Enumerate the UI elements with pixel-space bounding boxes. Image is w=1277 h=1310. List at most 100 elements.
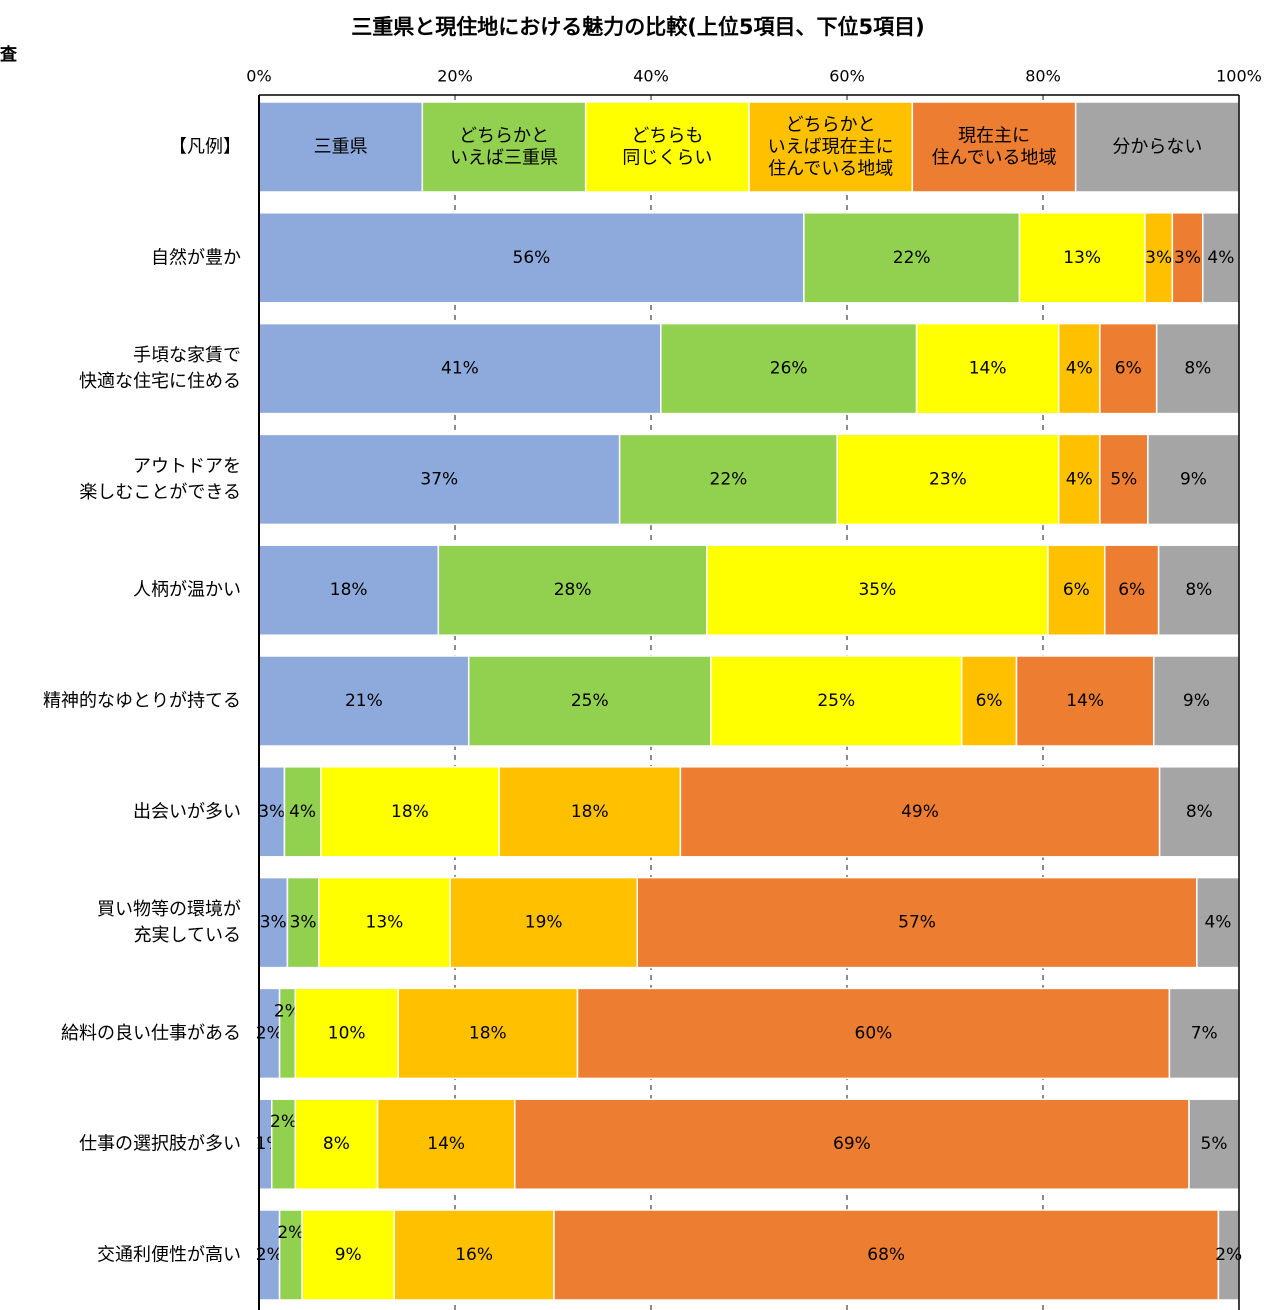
data-label: 22% [893,248,931,268]
data-label: 18% [391,802,429,822]
bar-segment [1158,766,1240,858]
bar-segment [1201,212,1240,304]
data-label: 60% [855,1023,893,1043]
data-label: 5% [1201,1134,1228,1154]
bar-segment [1018,212,1146,304]
bar-segment [294,1098,379,1190]
bar-segment [514,1098,1190,1190]
bar-segment [1171,212,1204,304]
data-label: 14% [1066,691,1104,711]
bar-segment [915,322,1060,415]
bar-segment [376,1098,516,1190]
bar-segment [1155,322,1240,415]
bar-segment [258,766,286,858]
category-label: 楽しむことができる [79,482,241,503]
data-label: 6% [1063,580,1090,600]
bar-segment [960,655,1018,747]
data-label: 68% [867,1245,905,1265]
category-label: 交通利便性が高い [97,1245,241,1266]
data-label: 4% [1066,469,1093,489]
bar-segment [803,212,1021,304]
data-label: 49% [901,802,939,822]
chart-title: 三重県と現住地における魅力の比較(上位5項目、下位5項目) [351,15,924,39]
bar-segment [1188,1098,1240,1190]
category-label: 仕事の選択肢が多い [79,1134,241,1155]
data-label: 2% [256,1023,283,1043]
data-label: 6% [1118,580,1145,600]
bar-segment [1099,322,1158,415]
legend-label: どちらかと [459,126,549,147]
bar-segment [1057,322,1101,415]
bar-segment [660,322,918,415]
data-label: 8% [1186,802,1213,822]
bar-segment [393,1209,555,1301]
bar-segment [449,876,639,969]
x-tick-label: 100% [1216,67,1262,86]
data-label: 4% [1207,248,1234,268]
data-label: 10% [328,1023,366,1043]
bar-segment [1015,655,1155,747]
data-label: 28% [554,580,592,600]
bar-segment [294,987,399,1080]
data-label: 41% [441,359,479,379]
legend-label: 住んでいる地域 [768,159,893,180]
bar-segment [258,433,621,526]
bar-segment [258,322,662,415]
legend-swatch [911,101,1077,193]
bar-segment [437,544,708,636]
bar-segment [301,1209,395,1301]
data-label: 19% [525,913,563,933]
data-label: 57% [898,913,936,933]
category-label: 充実している [134,925,241,946]
data-label: 4% [1204,913,1231,933]
legend-label: いえば三重県 [450,148,558,169]
category-label: アウトドアを [133,456,241,477]
bar-segment [1168,987,1240,1080]
legend-swatch [258,101,424,193]
data-label: 14% [427,1134,465,1154]
data-label: 4% [1066,359,1093,379]
data-label: 13% [1063,248,1101,268]
x-tick-label: 80% [1025,67,1061,86]
category-label: 精神的なゆとりが持てる [43,691,241,712]
legend-label: どちらも [631,126,703,147]
legend-swatch [421,101,587,193]
bar-segment [553,1209,1220,1301]
data-label: 2% [1215,1245,1242,1265]
bar-segment [397,987,579,1080]
data-label: 13% [366,913,404,933]
data-label: 2% [274,1001,301,1021]
x-tick-label: 60% [829,67,865,86]
data-label: 25% [571,691,609,711]
corner-text: 査 [0,45,17,65]
data-label: 3% [258,802,285,822]
data-label: 16% [455,1245,493,1265]
data-label: 7% [1191,1023,1218,1043]
category-label: 出会いが多い [133,801,241,822]
bar-segment [706,544,1049,636]
data-label: 18% [469,1023,507,1043]
bar-segment [836,433,1060,526]
bar-segment [258,212,805,304]
legend-label: 分からない [1112,137,1202,158]
category-label: 人柄が温かい [133,580,241,601]
data-label: 5% [1110,469,1137,489]
data-label: 8% [323,1134,350,1154]
category-label: 給料の良い仕事がある [61,1023,241,1044]
data-label: 9% [1183,691,1210,711]
bar-segment [1057,433,1101,526]
legend-swatch [584,101,750,193]
bar-segment [1152,655,1240,747]
legend-label: 現在主に [958,126,1030,147]
legend-swatch [748,101,914,193]
bar-segment [679,766,1161,858]
data-label: 22% [710,469,748,489]
data-label: 3% [1174,248,1201,268]
bar-segment [1047,544,1106,636]
data-label: 37% [420,469,458,489]
legend-label: どちらかと [786,115,876,136]
bar-segment [498,766,682,858]
bar-segment [1147,433,1240,526]
data-label: 4% [289,802,316,822]
